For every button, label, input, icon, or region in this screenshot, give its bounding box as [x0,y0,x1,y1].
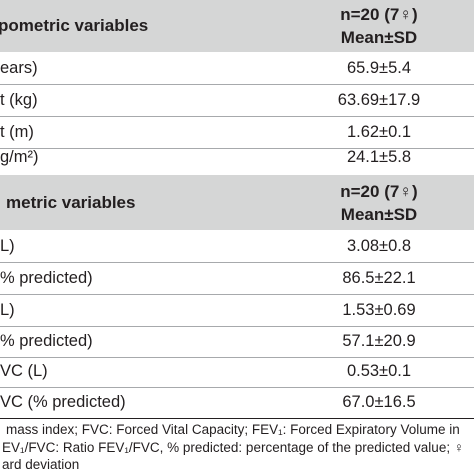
table-row: g/m²) 24.1±5.8 [0,142,474,173]
row-label: L) [0,301,15,319]
footnote-line: mass index; FVC: Forced Vital Capacity; … [6,422,460,437]
row-label: VC (L) [0,362,48,380]
row-value: 57.1±20.9 [342,332,416,350]
section-title: pometric variables [0,16,149,35]
row-value: 65.9±5.4 [346,59,412,77]
row-label: ears) [0,59,38,77]
table-row: L) 1.53±0.69 [0,295,474,327]
row-value: 3.08±0.8 [346,237,412,255]
table-row: % predicted) 57.1±20.9 [0,326,474,358]
row-label: VC (% predicted) [0,393,126,411]
row-value: 63.69±17.9 [337,91,421,109]
row-label: t (kg) [0,91,38,109]
table-row: VC (L) 0.53±0.1 [0,356,474,388]
section-header-anthropometric: pometric variables n=20 (7♀) Mean±SD [0,0,474,52]
row-label: g/m²) [0,148,39,166]
row-value: 1.62±0.1 [346,123,412,141]
table-row: ears) 65.9±5.4 [0,53,474,85]
column-header-mean-sd: Mean±SD [340,205,418,224]
row-value: 1.53±0.69 [342,301,416,319]
row-label: % predicted) [0,269,93,287]
table-row: t (m) 1.62±0.1 [0,117,474,149]
row-label: t (m) [0,123,34,141]
column-header-mean-sd: Mean±SD [340,28,418,47]
column-header-n: n=20 (7♀) [340,182,418,201]
row-value: 67.0±16.5 [342,393,416,411]
table-row: % predicted) 86.5±22.1 [0,263,474,295]
row-value: 86.5±22.1 [342,269,416,287]
row-value: 0.53±0.1 [346,362,412,380]
row-label: L) [0,237,15,255]
row-value: 24.1±5.8 [346,148,412,166]
footnote-line: ard deviation [2,457,80,472]
row-label: % predicted) [0,332,93,350]
section-title: metric variables [6,193,136,212]
footnote-line: EV₁/FVC: Ratio FEV₁/FVC, % predicted: pe… [2,440,464,455]
table-row: L) 3.08±0.8 [0,231,474,263]
table-row: t (kg) 63.69±17.9 [0,85,474,117]
column-header-n: n=20 (7♀) [340,5,418,24]
section-header-spirometric: metric variables n=20 (7♀) Mean±SD [0,175,474,230]
table-row: VC (% predicted) 67.0±16.5 [0,387,474,419]
